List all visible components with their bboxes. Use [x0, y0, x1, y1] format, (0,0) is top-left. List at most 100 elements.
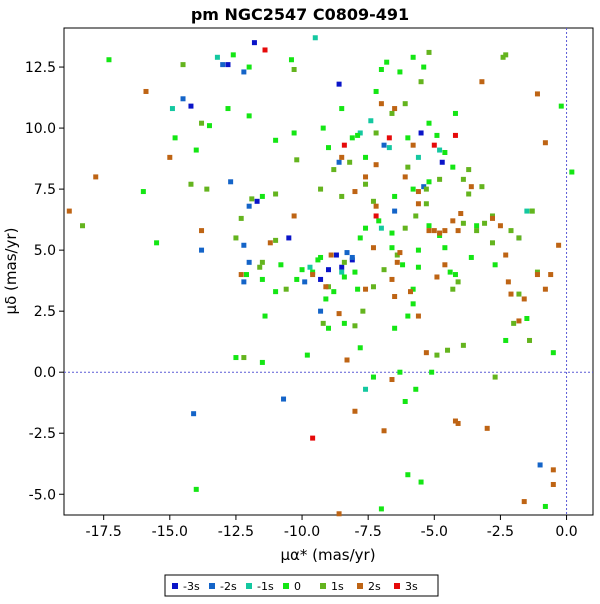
data-point: [426, 223, 432, 229]
series-2: [169, 35, 530, 392]
data-point: [524, 315, 530, 321]
data-point: [363, 181, 369, 187]
x-axis-ticks: -17.5 -15.0 -12.5 -10.0 -7.5 -5.0 -2.5 0.0: [86, 515, 578, 540]
data-point: [347, 159, 353, 165]
x-tick-label: -17.5: [86, 524, 122, 540]
data-point: [410, 186, 416, 192]
data-point: [373, 213, 379, 219]
data-point: [423, 201, 429, 207]
data-point: [418, 79, 424, 85]
legend-swatch: [320, 583, 326, 589]
data-point: [386, 145, 392, 151]
data-point: [521, 499, 527, 505]
data-point: [93, 174, 99, 180]
data-point: [410, 301, 416, 307]
data-point: [299, 267, 305, 273]
data-point: [283, 286, 289, 292]
legend-swatch: [246, 583, 252, 589]
data-point: [310, 435, 316, 441]
x-tick-label: -10.0: [284, 524, 320, 540]
data-point: [326, 145, 331, 151]
legend-items: -3s -2s -1s 0 1s 2s 3s: [172, 580, 418, 593]
data-point: [378, 225, 384, 231]
y-tick-label: 5.0: [34, 243, 56, 259]
data-point: [516, 235, 522, 241]
data-point: [503, 252, 509, 258]
data-point: [267, 240, 273, 246]
data-point: [426, 49, 432, 55]
data-point: [405, 164, 411, 170]
legend: -3s -2s -1s 0 1s 2s 3s: [164, 574, 439, 597]
data-point: [474, 223, 480, 229]
data-point: [154, 240, 160, 246]
data-point: [534, 272, 540, 278]
data-point: [336, 511, 342, 517]
data-point: [410, 142, 416, 148]
data-point: [392, 106, 398, 112]
data-point: [233, 235, 239, 241]
legend-swatch: [172, 583, 178, 589]
data-point: [326, 325, 331, 331]
data-point: [333, 252, 339, 258]
y-tick-label: -2.5: [29, 426, 56, 442]
data-point: [550, 481, 556, 487]
data-point: [230, 52, 236, 58]
data-point: [402, 101, 408, 107]
data-point: [431, 228, 437, 234]
legend-label: 1s: [331, 580, 344, 593]
data-point: [172, 135, 178, 141]
data-point: [418, 130, 424, 136]
data-point: [452, 272, 458, 278]
data-point: [228, 179, 234, 185]
data-point: [341, 142, 347, 148]
data-point: [349, 135, 355, 141]
data-point: [339, 264, 345, 270]
data-point: [326, 284, 331, 290]
legend-swatch: [283, 583, 289, 589]
series-6: [262, 47, 458, 441]
data-point: [466, 167, 472, 173]
data-point: [447, 269, 453, 275]
data-point: [534, 91, 540, 97]
reference-lines: [64, 28, 593, 515]
x-tick-label: -7.5: [355, 524, 382, 540]
data-point: [273, 237, 279, 243]
y-axis-ticks: -5.0 -2.5 0.0 2.5 5.0 7.5 10.0 12.5: [25, 60, 64, 503]
data-point: [273, 289, 279, 295]
data-point: [344, 250, 350, 256]
data-point: [489, 215, 495, 221]
data-point: [286, 235, 292, 241]
y-tick-label: 2.5: [34, 304, 56, 320]
data-point: [370, 245, 376, 251]
data-point: [437, 230, 443, 236]
data-point: [389, 230, 395, 236]
data-point: [392, 193, 398, 199]
data-point: [199, 247, 205, 253]
data-point: [405, 313, 411, 319]
data-point: [169, 106, 175, 112]
data-point: [257, 264, 263, 270]
data-point: [191, 411, 197, 417]
data-point: [241, 69, 247, 75]
data-point: [259, 259, 265, 265]
data-point: [426, 228, 432, 234]
legend-swatch: [357, 583, 363, 589]
data-point: [468, 184, 474, 190]
x-axis-label: μα* (mas/yr): [280, 546, 375, 564]
data-point: [294, 276, 300, 282]
data-point: [407, 289, 413, 295]
data-point: [278, 262, 284, 268]
data-point: [339, 106, 345, 112]
data-point: [206, 123, 212, 129]
data-point: [381, 142, 387, 148]
data-point: [415, 264, 421, 270]
data-point: [241, 279, 247, 285]
x-tick-label: 0.0: [555, 524, 577, 540]
x-tick-label: -5.0: [421, 524, 448, 540]
data-point: [458, 211, 464, 217]
data-point: [188, 103, 194, 109]
data-point: [304, 352, 310, 358]
data-point: [389, 245, 395, 251]
data-point: [537, 462, 543, 468]
data-point: [259, 276, 265, 282]
